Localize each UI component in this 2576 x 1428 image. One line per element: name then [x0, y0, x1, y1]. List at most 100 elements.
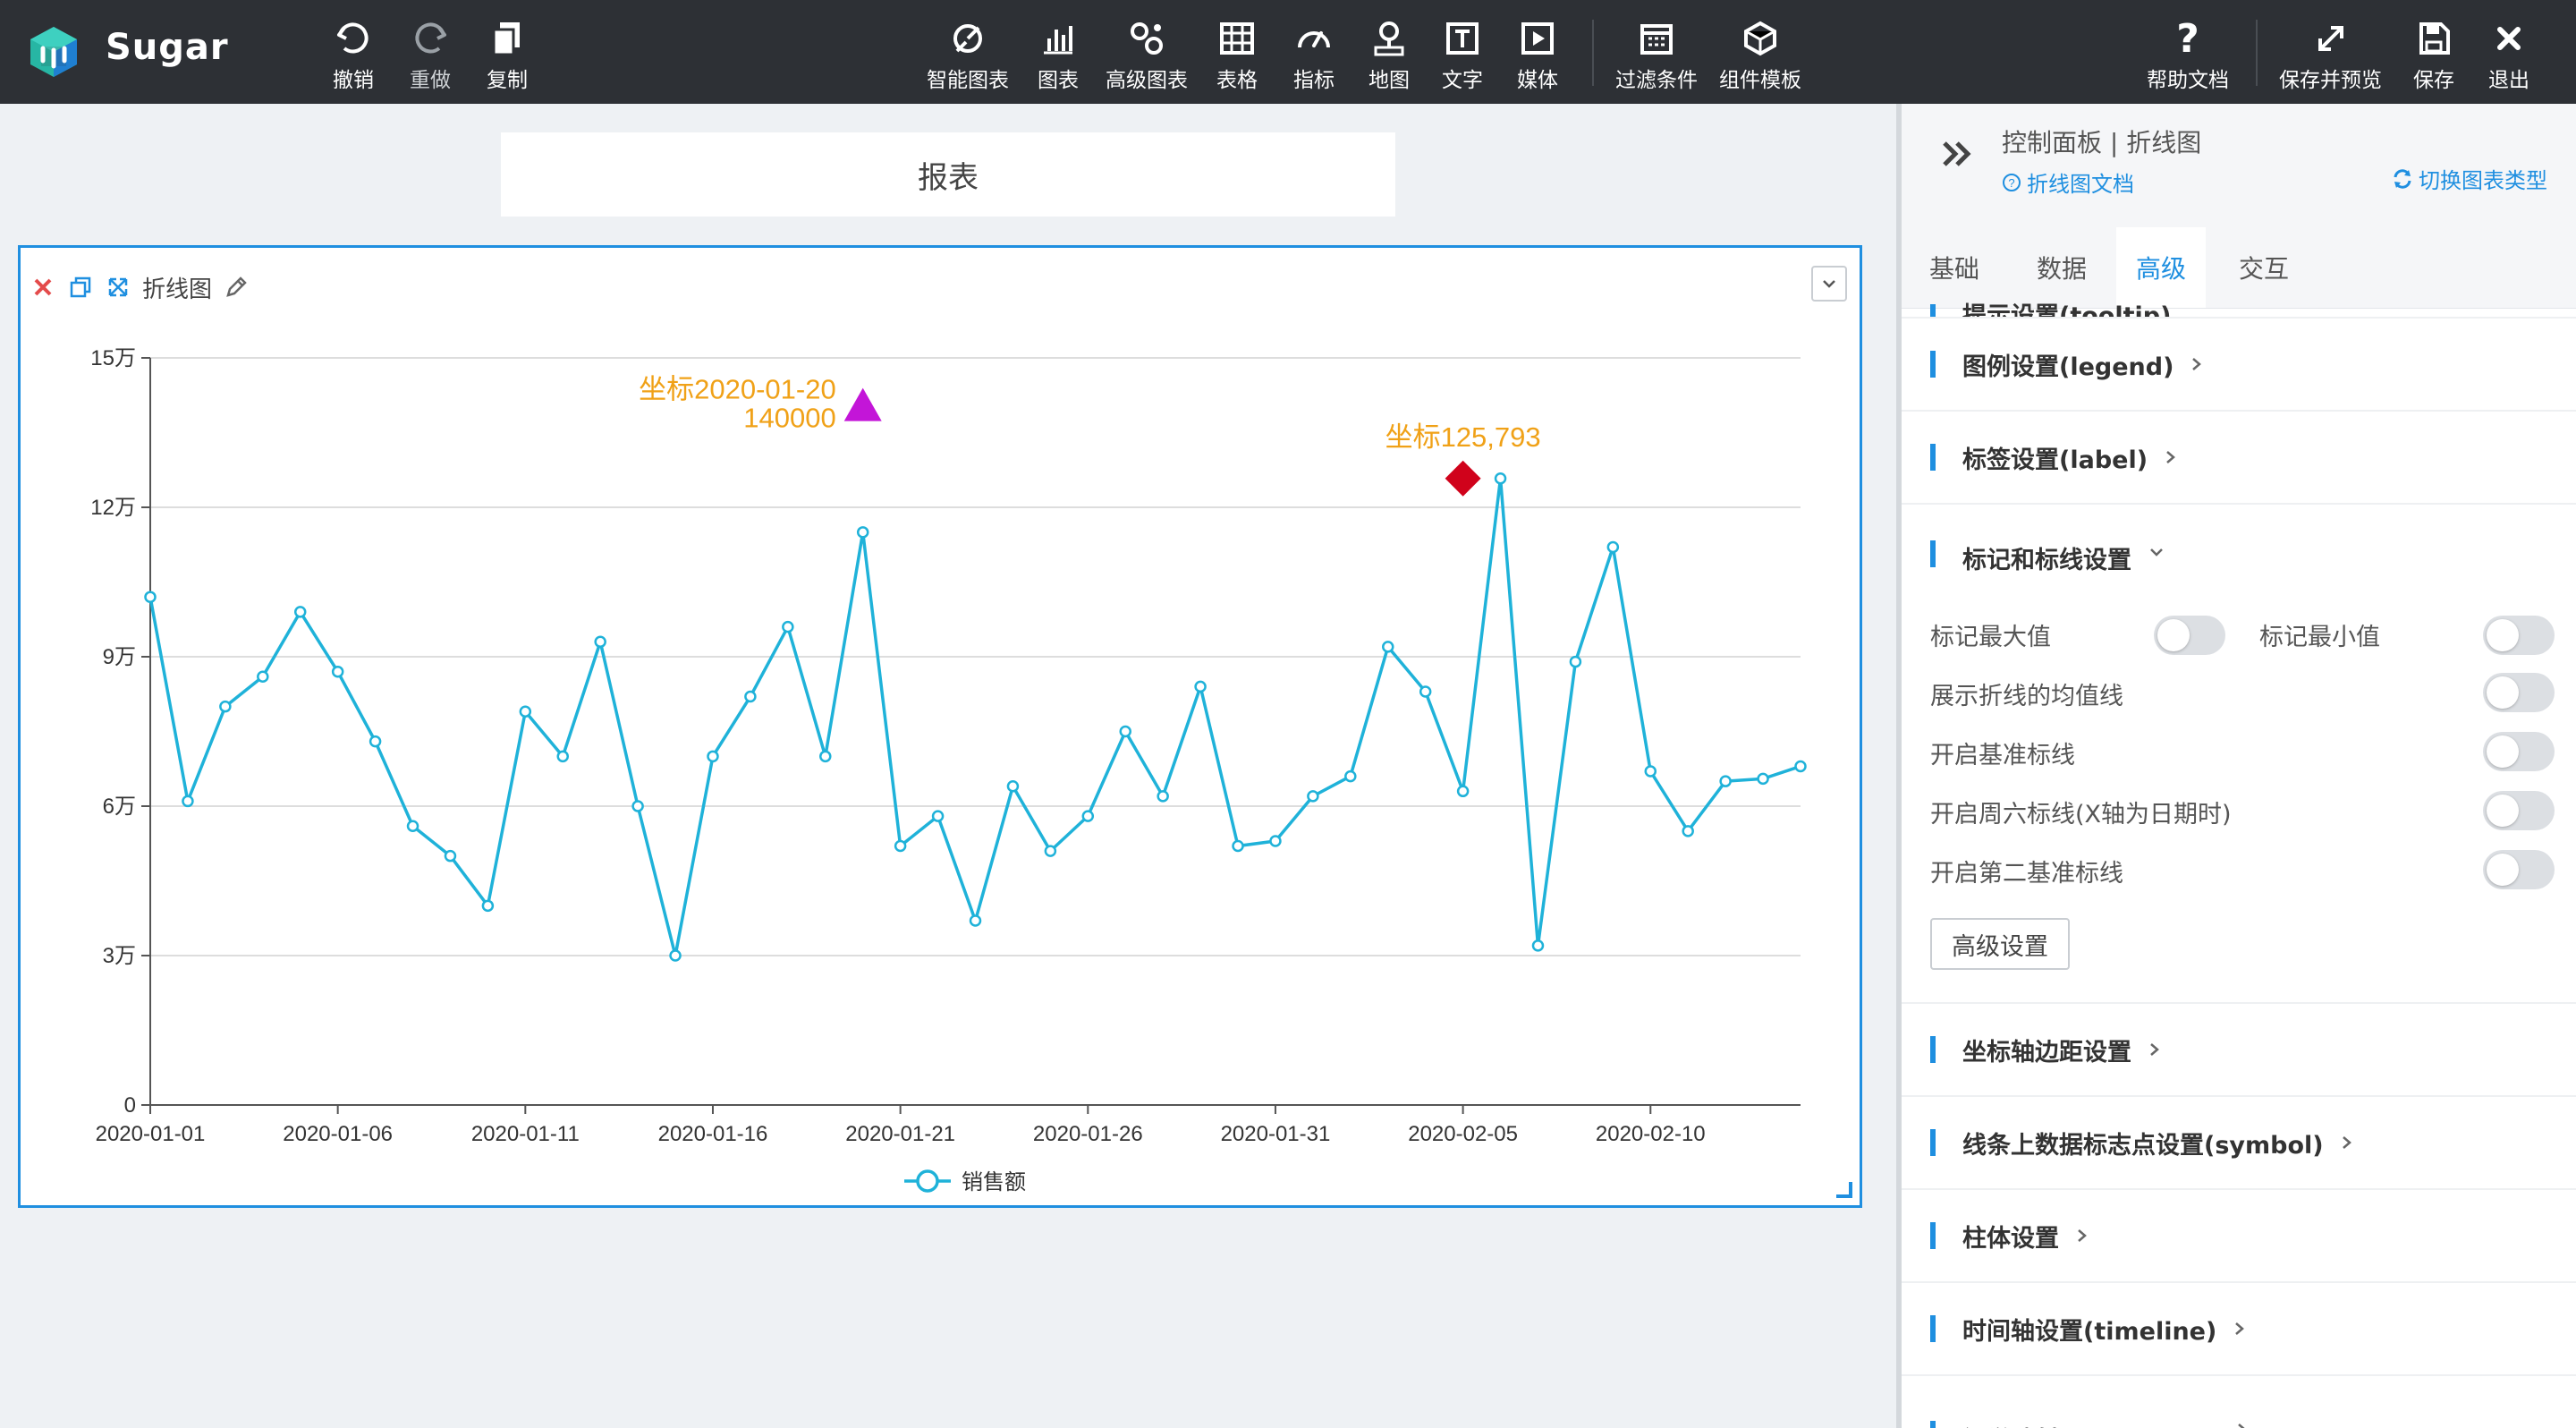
second-baseline-toggle[interactable] — [2483, 850, 2555, 889]
advanced-chart-icon — [1131, 22, 1163, 55]
data-point — [1682, 825, 1694, 837]
y-tick-label: 15万 — [90, 346, 136, 370]
fullscreen-button[interactable] — [105, 274, 131, 301]
section-legend[interactable]: 图例设置(legend) — [1902, 319, 2576, 412]
diamond-marker — [1445, 460, 1481, 497]
x-tick-label: 2020-01-21 — [845, 1122, 955, 1146]
tab-advanced[interactable]: 高级 — [2116, 227, 2206, 308]
exit-button[interactable]: 退出 — [2488, 18, 2529, 93]
chart-doc-link[interactable]: ? 折线图文档 — [2002, 166, 2134, 198]
panel-title: 控制面板 | 折线图 — [2002, 128, 2202, 157]
section-markers: 标记和标线设置 — [1902, 505, 2576, 1004]
mark-max-toggle[interactable] — [2154, 616, 2225, 655]
redo-label: 重做 — [410, 69, 451, 92]
delete-component-button[interactable] — [30, 274, 56, 301]
help-doc-button[interactable]: ? 帮助文档 — [2147, 16, 2229, 93]
x-tick-label: 2020-02-05 — [1408, 1122, 1518, 1146]
advanced-chart-label: 高级图表 — [1106, 69, 1188, 92]
redo-button[interactable]: 重做 — [410, 18, 451, 93]
resize-handle[interactable] — [1836, 1182, 1852, 1198]
collapse-panel-button[interactable] — [1939, 136, 1975, 175]
save-button[interactable]: 保存 — [2413, 18, 2454, 93]
component-template-button[interactable]: 组件模板 — [1719, 18, 1801, 93]
chevron-down-icon[interactable] — [2148, 546, 2165, 560]
tab-basic[interactable]: 基础 — [1928, 254, 1979, 284]
table-button[interactable]: 表格 — [1216, 18, 1258, 93]
media-icon — [1521, 22, 1554, 55]
section-visualmap[interactable]: 视觉映射(visualMap) — [1902, 1376, 2576, 1428]
edit-title-button[interactable] — [223, 274, 250, 301]
chevron-right-icon — [2150, 1043, 2159, 1056]
data-point — [969, 914, 982, 927]
data-point — [856, 526, 869, 539]
chart-doc-link-label: 折线图文档 — [2027, 172, 2134, 197]
section-bar[interactable]: 柱体设置 — [1902, 1190, 2576, 1283]
mark-min-toggle[interactable] — [2483, 616, 2555, 655]
advanced-settings-button[interactable]: 高级设置 — [1930, 918, 2070, 970]
copy-icon — [492, 22, 520, 56]
report-title[interactable]: 报表 — [501, 132, 1395, 217]
filter-button[interactable]: 过滤条件 — [1615, 18, 1698, 93]
data-point — [519, 705, 532, 718]
tab-data[interactable]: 数据 — [2036, 254, 2087, 284]
chart-button[interactable]: 图表 — [1038, 18, 1079, 93]
section-marker — [1930, 540, 1936, 567]
baseline-toggle[interactable] — [2483, 732, 2555, 771]
text-button[interactable]: 文字 — [1442, 18, 1483, 93]
table-icon — [1220, 22, 1254, 55]
undo-button[interactable]: 撤销 — [333, 18, 374, 93]
copy-button[interactable]: 复制 — [487, 18, 528, 93]
chevron-down-icon — [1823, 280, 1835, 288]
copy-icon — [70, 276, 91, 298]
section-marker — [1930, 304, 1936, 317]
smart-chart-label: 智能图表 — [927, 69, 1009, 92]
data-point — [331, 665, 344, 678]
data-point — [481, 899, 495, 913]
data-point — [556, 750, 569, 763]
y-tick-label: 3万 — [103, 944, 136, 968]
section-marker — [1930, 1036, 1936, 1063]
section-timeline[interactable]: 时间轴设置(timeline) — [1902, 1283, 2576, 1376]
close-icon — [34, 278, 52, 296]
data-point — [894, 839, 907, 853]
second-baseline-label: 开启第二基准标线 — [1930, 860, 2123, 888]
section-legend-title: 图例设置(legend) — [1962, 353, 2174, 381]
app-name: Sugar — [106, 27, 229, 68]
toolbar-divider-right — [2256, 20, 2258, 86]
section-tooltip[interactable]: 提示设置(tooltip) — [1902, 293, 2576, 319]
tab-interaction[interactable]: 交互 — [2238, 254, 2289, 284]
text-label: 文字 — [1442, 69, 1483, 92]
chevron-right-icon — [2342, 1136, 2351, 1149]
x-tick-label: 2020-01-26 — [1033, 1122, 1143, 1146]
chevron-right-icon — [2235, 1322, 2245, 1335]
media-label: 媒体 — [1517, 69, 1558, 92]
card-menu-dropdown[interactable] — [1811, 266, 1847, 302]
section-symbol[interactable]: 线条上数据标志点设置(symbol) — [1902, 1097, 2576, 1190]
mean-line-toggle[interactable] — [2483, 673, 2555, 712]
line-chart-card[interactable]: 折线图 0 3万 6万 9万 12万 15万 2020-01-01 2020-01-06 202… — [18, 245, 1862, 1208]
section-axis-margin[interactable]: 坐标轴边距设置 — [1902, 1004, 2576, 1097]
data-point — [444, 849, 457, 863]
data-point — [931, 810, 945, 822]
smart-chart-button[interactable]: 智能图表 — [927, 18, 1009, 93]
saturday-line-toggle[interactable] — [2483, 791, 2555, 830]
annotation-label: 坐标125,793 — [1385, 421, 1541, 453]
indicator-label: 指标 — [1293, 69, 1335, 92]
section-label[interactable]: 标签设置(label) — [1902, 412, 2576, 505]
switch-chart-type-button[interactable]: 切换图表类型 — [2392, 163, 2547, 194]
close-icon — [2497, 27, 2521, 50]
duplicate-component-button[interactable] — [67, 274, 94, 301]
component-title: 折线图 — [142, 276, 213, 303]
exit-label: 退出 — [2488, 69, 2529, 92]
advanced-chart-button[interactable]: 高级图表 — [1106, 18, 1188, 93]
section-markers-title[interactable]: 标记和标线设置 — [1962, 547, 2131, 574]
indicator-button[interactable]: 指标 — [1293, 18, 1335, 93]
media-button[interactable]: 媒体 — [1517, 18, 1558, 93]
chart-label: 图表 — [1038, 69, 1079, 92]
save-preview-button[interactable]: 保存并预览 — [2279, 18, 2382, 93]
section-marker — [1930, 1222, 1936, 1249]
series-line — [148, 477, 1801, 957]
data-point — [1081, 810, 1095, 822]
map-button[interactable]: 地图 — [1368, 18, 1410, 93]
chevron-right-icon — [2192, 358, 2202, 370]
